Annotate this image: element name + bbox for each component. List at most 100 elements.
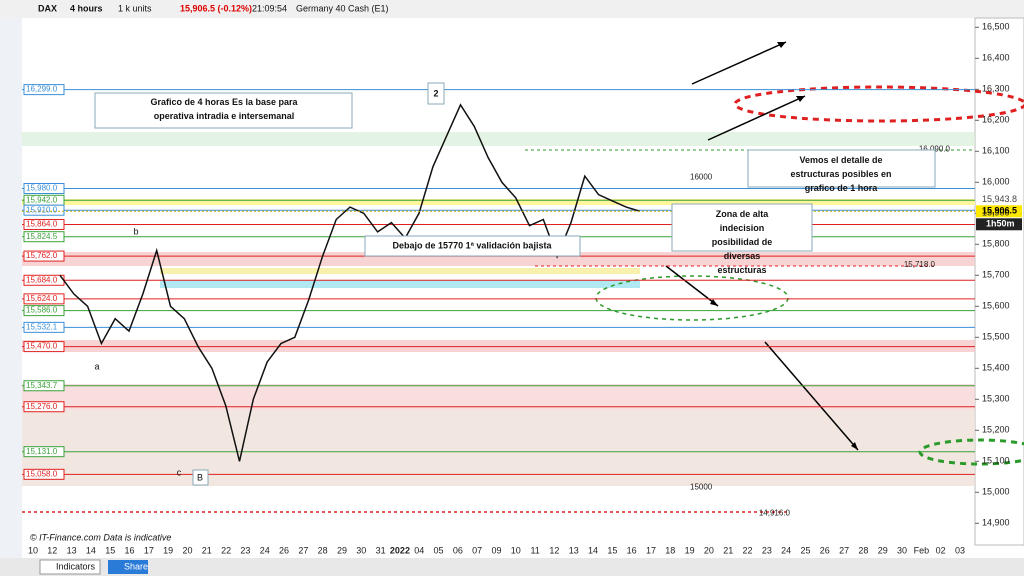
date-label: 11 <box>530 545 539 555</box>
date-label: 12 <box>47 545 57 555</box>
date-label: 19 <box>163 545 173 555</box>
note-box <box>364 235 581 257</box>
date-label: 10 <box>511 545 521 555</box>
date-label: 23 <box>762 545 772 555</box>
date-label: 06 <box>453 545 463 555</box>
price-note: 15000 <box>690 482 713 491</box>
date-label: 14 <box>86 545 96 555</box>
date-label: 13 <box>569 545 579 555</box>
level-tag <box>23 468 65 480</box>
level-tag <box>23 250 65 262</box>
level-tag <box>23 84 65 96</box>
date-label: 21 <box>202 545 212 555</box>
date-label: 27 <box>298 545 308 555</box>
price-tick-label: 15,900 <box>982 208 1010 218</box>
date-label: 13 <box>67 545 77 555</box>
share-button[interactable] <box>108 560 148 574</box>
share-label[interactable]: Share <box>124 561 148 571</box>
level-label: 15,058.0 <box>26 469 58 478</box>
date-label: 30 <box>897 545 907 555</box>
date-label: 21 <box>723 545 733 555</box>
size[interactable]: 1 k units <box>118 3 152 13</box>
date-label: 20 <box>182 545 192 555</box>
price-tick-label: 15,800 <box>982 239 1010 249</box>
date-label: 03 <box>955 545 965 555</box>
date-label: 15 <box>105 545 115 555</box>
bottom-bar <box>0 558 1024 576</box>
annotation: Grafico de 4 horas Es la base para operat… <box>150 97 298 121</box>
level-tag <box>23 321 65 333</box>
date-label: 20 <box>704 545 714 555</box>
level-label: 15,910.0 <box>26 205 58 214</box>
symbol[interactable]: DAX <box>38 3 57 13</box>
price-line <box>59 103 641 462</box>
date-label: 23 <box>240 545 250 555</box>
note-box <box>94 92 353 129</box>
wave-label: c <box>177 467 182 477</box>
level-tag <box>23 183 65 194</box>
level-tag <box>23 380 65 392</box>
date-label: 29 <box>878 545 888 555</box>
level-tag <box>23 305 65 317</box>
labels: 16,500 16,400 16,300 16,200 16,100 16,000 15,9… <box>26 22 1017 556</box>
prev-price-tag <box>976 194 1022 205</box>
date-label: 2022 <box>390 545 410 555</box>
level-label: 15,980.0 <box>26 184 58 193</box>
date-label: 26 <box>279 545 289 555</box>
date-label: 29 <box>337 545 347 555</box>
timeframe[interactable]: 4 hours <box>70 3 103 13</box>
date-label: 31 <box>376 545 386 555</box>
indicators-button[interactable] <box>39 559 101 575</box>
credit: © IT-Finance.com Data is indicative <box>30 532 171 542</box>
last-price-label: 15,906.5 <box>982 206 1017 216</box>
level-tag <box>23 446 65 458</box>
level-label: 15,276.0 <box>26 402 58 411</box>
price <box>22 103 1022 462</box>
level-tag <box>23 231 65 243</box>
date-label: 04 <box>414 545 424 555</box>
annotation: Zona de alta indecision posibilidad de dive… <box>712 209 773 275</box>
annotation: Debajo de 15770 1ª validación bajista <box>393 240 553 250</box>
price-tick-label: 15,000 <box>982 487 1010 497</box>
date-label: 10 <box>28 545 38 555</box>
level-label: 15,532.1 <box>26 322 58 331</box>
left-toolbar <box>0 18 22 558</box>
date-label: 19 <box>685 545 695 555</box>
note-box <box>671 203 813 252</box>
price-tick-label: 15,300 <box>982 394 1010 404</box>
date-label: 02 <box>936 545 946 555</box>
note-box <box>427 82 445 105</box>
toolbar <box>0 0 1024 18</box>
clock: 21:09:54 <box>252 3 287 13</box>
level-label: 15,131.0 <box>26 447 58 456</box>
level-label: 15,470.0 <box>26 342 58 351</box>
level-tag <box>23 218 65 230</box>
price-tick-label: 16,500 <box>982 22 1010 32</box>
date-label: 16 <box>627 545 637 555</box>
level-tag <box>23 293 65 305</box>
date-label: 25 <box>800 545 810 555</box>
indicators-label[interactable]: Indicators <box>56 561 96 571</box>
date-label: 17 <box>144 545 154 555</box>
date-label: 16 <box>125 545 135 555</box>
price-tick-label: 15,200 <box>982 425 1010 435</box>
price-note: 16000 <box>690 172 713 181</box>
price-tick-label: 16,100 <box>982 146 1010 156</box>
date-label: 15 <box>607 545 617 555</box>
date-label: 26 <box>820 545 830 555</box>
date-label: 05 <box>434 545 444 555</box>
price-tick-label: 16,300 <box>982 84 1010 94</box>
date-label: 12 <box>549 545 559 555</box>
prev-price-label: 15,943.8 <box>982 194 1017 204</box>
wave-label: 2 <box>433 88 438 98</box>
level-tag <box>23 401 65 413</box>
price-tick-label: 15,600 <box>982 301 1010 311</box>
last-price-tag <box>976 205 1022 218</box>
price-tick-label: 15,100 <box>982 456 1010 466</box>
date-label: 30 <box>356 545 366 555</box>
date-label: 22 <box>221 545 231 555</box>
level-label: 15,942.0 <box>26 195 58 204</box>
wave-label: B <box>197 472 203 482</box>
